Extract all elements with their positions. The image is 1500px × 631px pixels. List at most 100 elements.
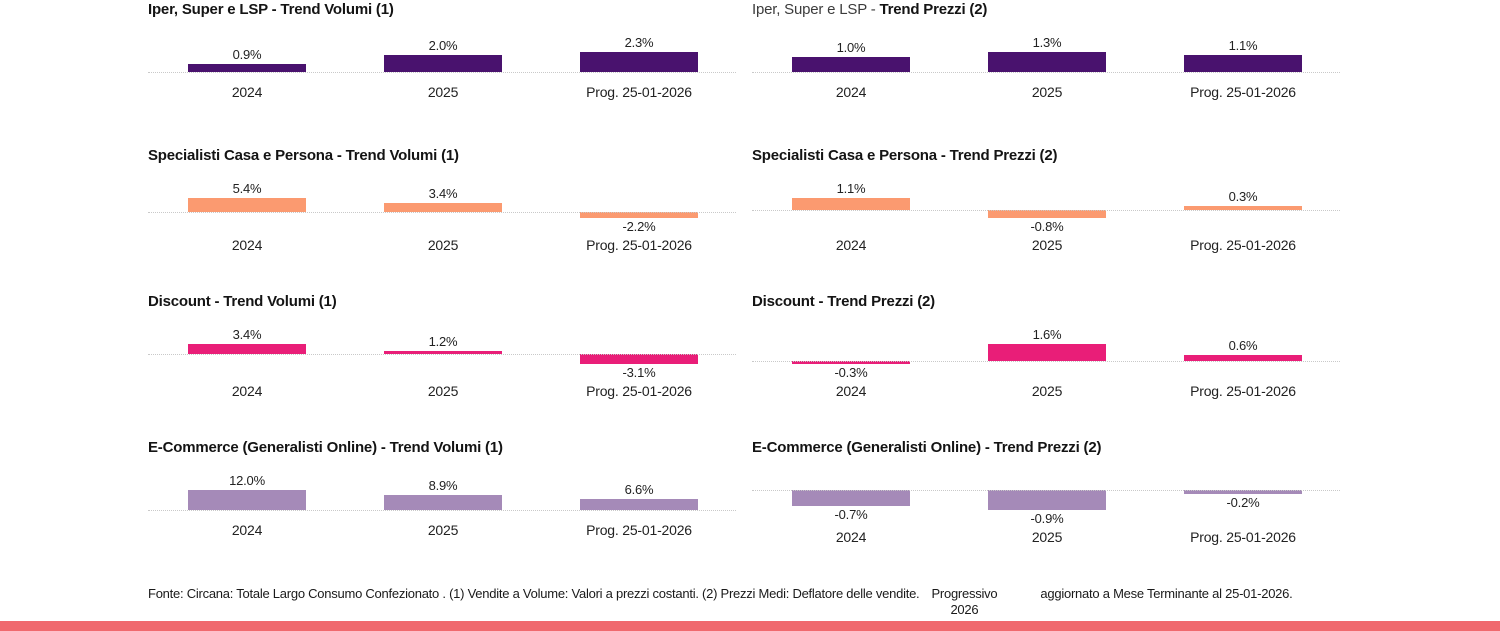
axis-line [148, 510, 736, 511]
chart-iper-super-lsp-volumi: Iper, Super e LSP - Trend Volumi (1) 0.9… [148, 2, 736, 114]
chart-title: E-Commerce (Generalisti Online) - Trend … [148, 440, 736, 456]
category-label: Prog. 25-01-2026 [586, 522, 692, 538]
bar [988, 490, 1106, 510]
category-label: 2024 [835, 84, 867, 100]
category-label: 2024 [835, 529, 867, 545]
bar-plot: -0.3% 1.6% 0.6% 2024 2025 Prog. 25-01-2026 [752, 322, 1340, 406]
chart-title-main: E-Commerce (Generalisti Online) - Trend … [752, 439, 1102, 456]
axis-line [752, 72, 1340, 73]
value-label: 2.3% [624, 35, 654, 50]
value-label: 0.3% [1228, 189, 1258, 205]
category-label: Prog. 25-01-2026 [586, 237, 692, 253]
bar [188, 344, 306, 355]
bar-plot: 5.4% 3.4% -2.2% 2024 2025 Prog. 25-01-2026 [148, 176, 736, 260]
axis-line [148, 72, 736, 73]
category-label: 2025 [427, 84, 459, 100]
chart-title: Discount - Trend Prezzi (2) [752, 294, 1340, 310]
bar [580, 354, 698, 364]
axis-line [752, 360, 1340, 362]
axis-line [148, 212, 736, 214]
value-label: 1.0% [836, 39, 866, 55]
bar-plot: 1.1% -0.8% 0.3% 2024 2025 Prog. 25-01-2026 [752, 176, 1340, 260]
value-label: 12.0% [229, 473, 265, 488]
value-label: 6.6% [624, 482, 654, 497]
value-label: -3.1% [622, 365, 656, 380]
value-label: 1.1% [1228, 38, 1258, 54]
bar [988, 209, 1106, 218]
value-label: 1.2% [428, 333, 458, 349]
bar [792, 56, 910, 72]
category-label: 2024 [231, 237, 263, 253]
value-label: 1.6% [1032, 327, 1062, 342]
bar [188, 64, 306, 72]
category-label: 2024 [835, 237, 867, 253]
value-label: -0.3% [834, 365, 868, 380]
chart-iper-super-lsp-prezzi: Iper, Super e LSP - Trend Prezzi (2) 1.0… [752, 2, 1340, 114]
chart-title: Specialisti Casa e Persona - Trend Volum… [148, 148, 736, 164]
chart-title-main: Specialisti Casa e Persona - Trend Volum… [148, 147, 459, 164]
footer-updated-text: aggiornato a Mese Terminante al 25-01-20… [1040, 586, 1293, 601]
chart-title: Iper, Super e LSP - Trend Prezzi (2) [752, 2, 1340, 18]
bar-plot: 1.0% 1.3% 1.1% 2024 2025 Prog. 25-01-2026 [752, 30, 1340, 114]
chart-specialisti-prezzi: Specialisti Casa e Persona - Trend Prezz… [752, 148, 1340, 260]
bar [384, 350, 502, 355]
value-label: 3.4% [428, 186, 458, 202]
category-label: 2025 [1031, 529, 1063, 545]
chart-discount-volumi: Discount - Trend Volumi (1) 3.4% 1.2% -3.1… [148, 294, 736, 406]
category-label: Prog. 25-01-2026 [1190, 237, 1296, 253]
chart-title-main: Trend Prezzi (2) [879, 1, 988, 18]
value-label: 2.0% [428, 37, 458, 53]
category-label: Prog. 25-01-2026 [1190, 383, 1296, 399]
bar [580, 212, 698, 218]
value-label: -0.8% [1030, 219, 1064, 234]
chart-ecommerce-prezzi: E-Commerce (Generalisti Online) - Trend … [752, 440, 1340, 552]
bar [188, 490, 306, 510]
bar [384, 495, 502, 510]
bar [384, 203, 502, 213]
footer-source-text: Fonte: Circana: Totale Largo Consumo Con… [148, 586, 920, 601]
value-label: 0.6% [1228, 337, 1258, 353]
chart-ecommerce-volumi: E-Commerce (Generalisti Online) - Trend … [148, 440, 736, 552]
value-label: -0.7% [834, 506, 868, 522]
category-label: 2025 [427, 237, 459, 253]
bar [580, 499, 698, 510]
chart-title: Iper, Super e LSP - Trend Volumi (1) [148, 2, 736, 18]
chart-title: E-Commerce (Generalisti Online) - Trend … [752, 440, 1340, 456]
chart-title: Specialisti Casa e Persona - Trend Prezz… [752, 148, 1340, 164]
category-label: Prog. 25-01-2026 [1190, 84, 1296, 100]
chart-specialisti-volumi: Specialisti Casa e Persona - Trend Volum… [148, 148, 736, 260]
bar [988, 52, 1106, 72]
value-label: 0.9% [232, 47, 262, 63]
category-label: 2024 [231, 383, 263, 399]
bar [988, 344, 1106, 361]
bar [1184, 55, 1302, 72]
bar [792, 198, 910, 210]
value-label: -2.2% [622, 219, 656, 234]
bar [1184, 354, 1302, 361]
chart-title-main: Discount - Trend Volumi (1) [148, 293, 337, 310]
category-label: 2024 [835, 383, 867, 399]
category-label: Prog. 25-01-2026 [586, 84, 692, 100]
value-label: 3.4% [232, 327, 262, 342]
bar [1184, 490, 1302, 495]
bar-plot: -0.7% -0.9% -0.2% 2024 2025 Prog. 25-01-2026 [752, 468, 1340, 552]
value-label: 1.1% [836, 181, 866, 196]
bar [188, 198, 306, 213]
chart-title-main: Iper, Super e LSP - Trend Volumi (1) [148, 1, 394, 18]
category-label: 2025 [1031, 237, 1063, 253]
chart-title-main: Discount - Trend Prezzi (2) [752, 293, 935, 310]
category-label: 2025 [1031, 84, 1063, 100]
value-label: -0.2% [1226, 495, 1260, 511]
chart-grid: Iper, Super e LSP - Trend Volumi (1) 0.9… [148, 2, 1340, 552]
axis-line [752, 209, 1340, 211]
value-label: 8.9% [428, 478, 458, 494]
axis-line [752, 490, 1340, 491]
footer-progressivo-text: Progressivo 2026 [931, 586, 998, 617]
value-label: 5.4% [232, 181, 262, 196]
value-label: 1.3% [1032, 35, 1062, 50]
category-label: 2024 [231, 84, 263, 100]
bar [384, 54, 502, 72]
bar-plot: 0.9% 2.0% 2.3% 2024 2025 Prog. 25-01-2026 [148, 30, 736, 114]
bar-plot: 12.0% 8.9% 6.6% 2024 2025 Prog. 25-01-2026 [148, 468, 736, 552]
